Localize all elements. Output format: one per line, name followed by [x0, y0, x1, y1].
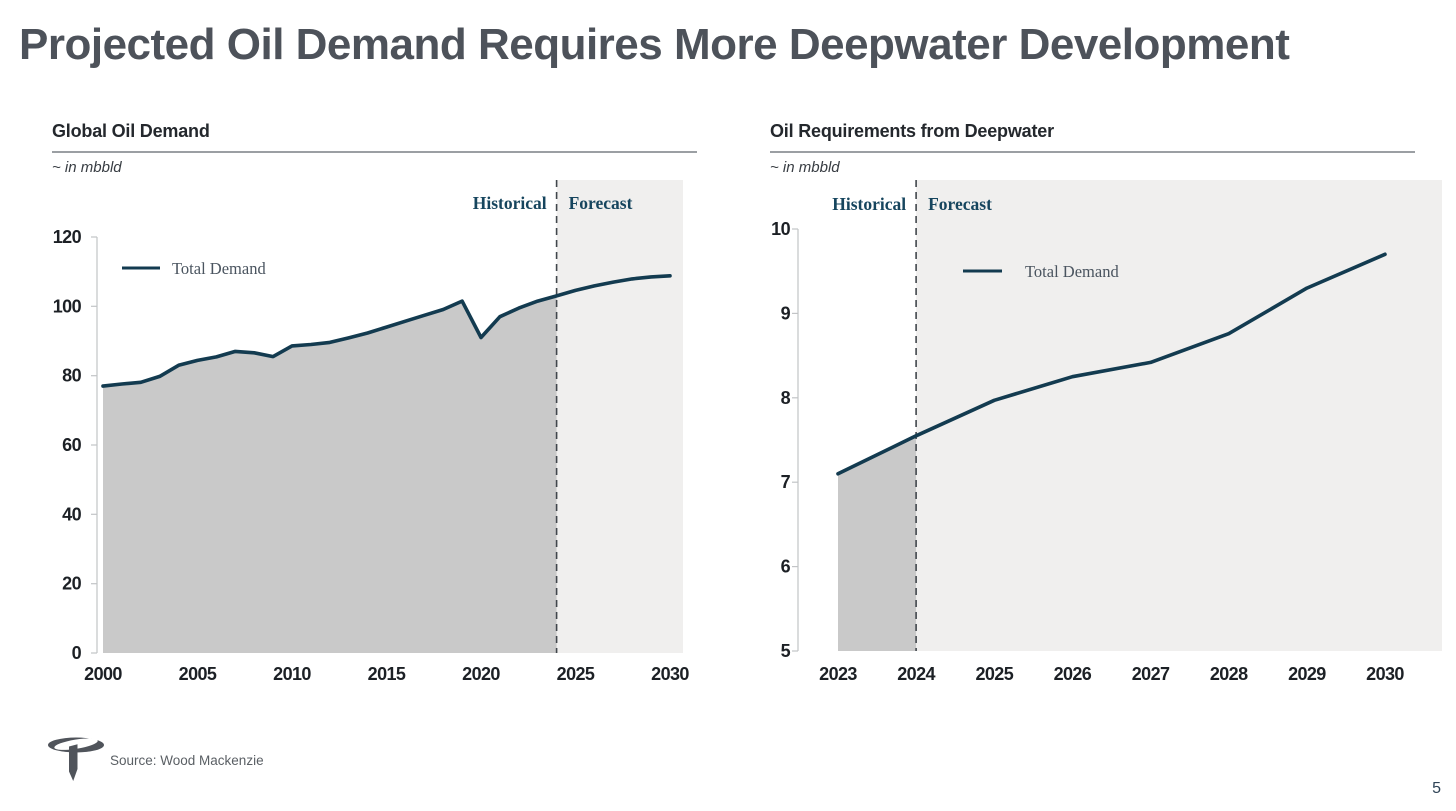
x-tick-label: 2010: [273, 664, 311, 684]
x-tick-label: 2023: [819, 664, 857, 684]
header-rule: [770, 151, 1415, 153]
forecast-label: Forecast: [569, 193, 633, 213]
x-tick-label: 2000: [84, 664, 122, 684]
header-rule: [52, 151, 697, 153]
unit-label: ~ in mbbld: [52, 159, 122, 176]
x-tick-label: 2025: [557, 664, 595, 684]
y-tick-label: 60: [62, 435, 81, 455]
x-tick-label: 2027: [1132, 664, 1170, 684]
legend-label: Total Demand: [172, 259, 266, 278]
chart-panel-global-oil-demand: Global Oil Demand ~ in mbbld: [52, 121, 697, 176]
y-tick-label: 8: [781, 388, 791, 408]
x-tick-label: 2029: [1288, 664, 1326, 684]
x-tick-label: 2028: [1210, 664, 1248, 684]
y-tick-label: 6: [781, 557, 791, 577]
chart-title-deepwater-requirements: Oil Requirements from Deepwater: [770, 121, 1054, 141]
y-tick-label: 7: [781, 472, 791, 492]
x-tick-label: 2020: [462, 664, 500, 684]
x-tick-label: 2025: [975, 664, 1013, 684]
chart-panel-deepwater-requirements: Oil Requirements from Deepwater ~ in mbb…: [770, 121, 1415, 176]
source-note: Source: Wood Mackenzie: [110, 753, 264, 768]
legend-label: Total Demand: [1025, 262, 1119, 281]
chart-title-global-oil-demand: Global Oil Demand: [52, 121, 210, 141]
forecast-band: [556, 180, 683, 653]
x-tick-label: 2015: [368, 664, 406, 684]
historical-area: [838, 435, 917, 651]
unit-label: ~ in mbbld: [770, 159, 840, 176]
y-tick-label: 0: [72, 643, 82, 663]
global-oil-demand-chart: 0 20 40 60 80 100 120 2000 2005 2010 2015 2020 2025 2…: [48, 178, 698, 690]
y-tick-label: 5: [781, 641, 791, 661]
x-tick-label: 2030: [651, 664, 689, 684]
y-tick-label: 20: [62, 574, 81, 594]
y-tick-label: 80: [62, 366, 81, 386]
forecast-label: Forecast: [928, 194, 992, 214]
transocean-logo-icon: [48, 737, 104, 781]
historical-label: Historical: [832, 194, 906, 214]
y-tick-label: 120: [53, 227, 82, 247]
chart-svg: 0 20 40 60 80 100 120 2000 2005 2010 2015 2020 2025 2…: [53, 180, 690, 684]
chart-svg: 5 6 7 8 9 10 2023 2024 2025 2026 2027 2028 2029 2030 H…: [771, 180, 1442, 684]
forecast-band: [916, 180, 1442, 651]
y-tick-label: 10: [771, 219, 790, 239]
deepwater-requirements-chart: 5 6 7 8 9 10 2023 2024 2025 2026 2027 2028 2029 2030 H…: [766, 178, 1451, 690]
historical-area: [103, 295, 557, 653]
y-tick-label: 40: [62, 504, 81, 524]
y-tick-label: 9: [781, 303, 791, 323]
total-demand-line: [101, 274, 672, 388]
x-tick-label: 2005: [179, 664, 217, 684]
slide-title: Projected Oil Demand Requires More Deepw…: [19, 20, 1290, 69]
x-tick-label: 2026: [1054, 664, 1092, 684]
x-tick-label: 2030: [1366, 664, 1404, 684]
total-demand-line: [836, 252, 1387, 476]
y-tick-label: 100: [53, 296, 82, 316]
x-tick-label: 2024: [897, 664, 935, 684]
historical-label: Historical: [473, 193, 547, 213]
page-number: 5: [1432, 780, 1441, 797]
